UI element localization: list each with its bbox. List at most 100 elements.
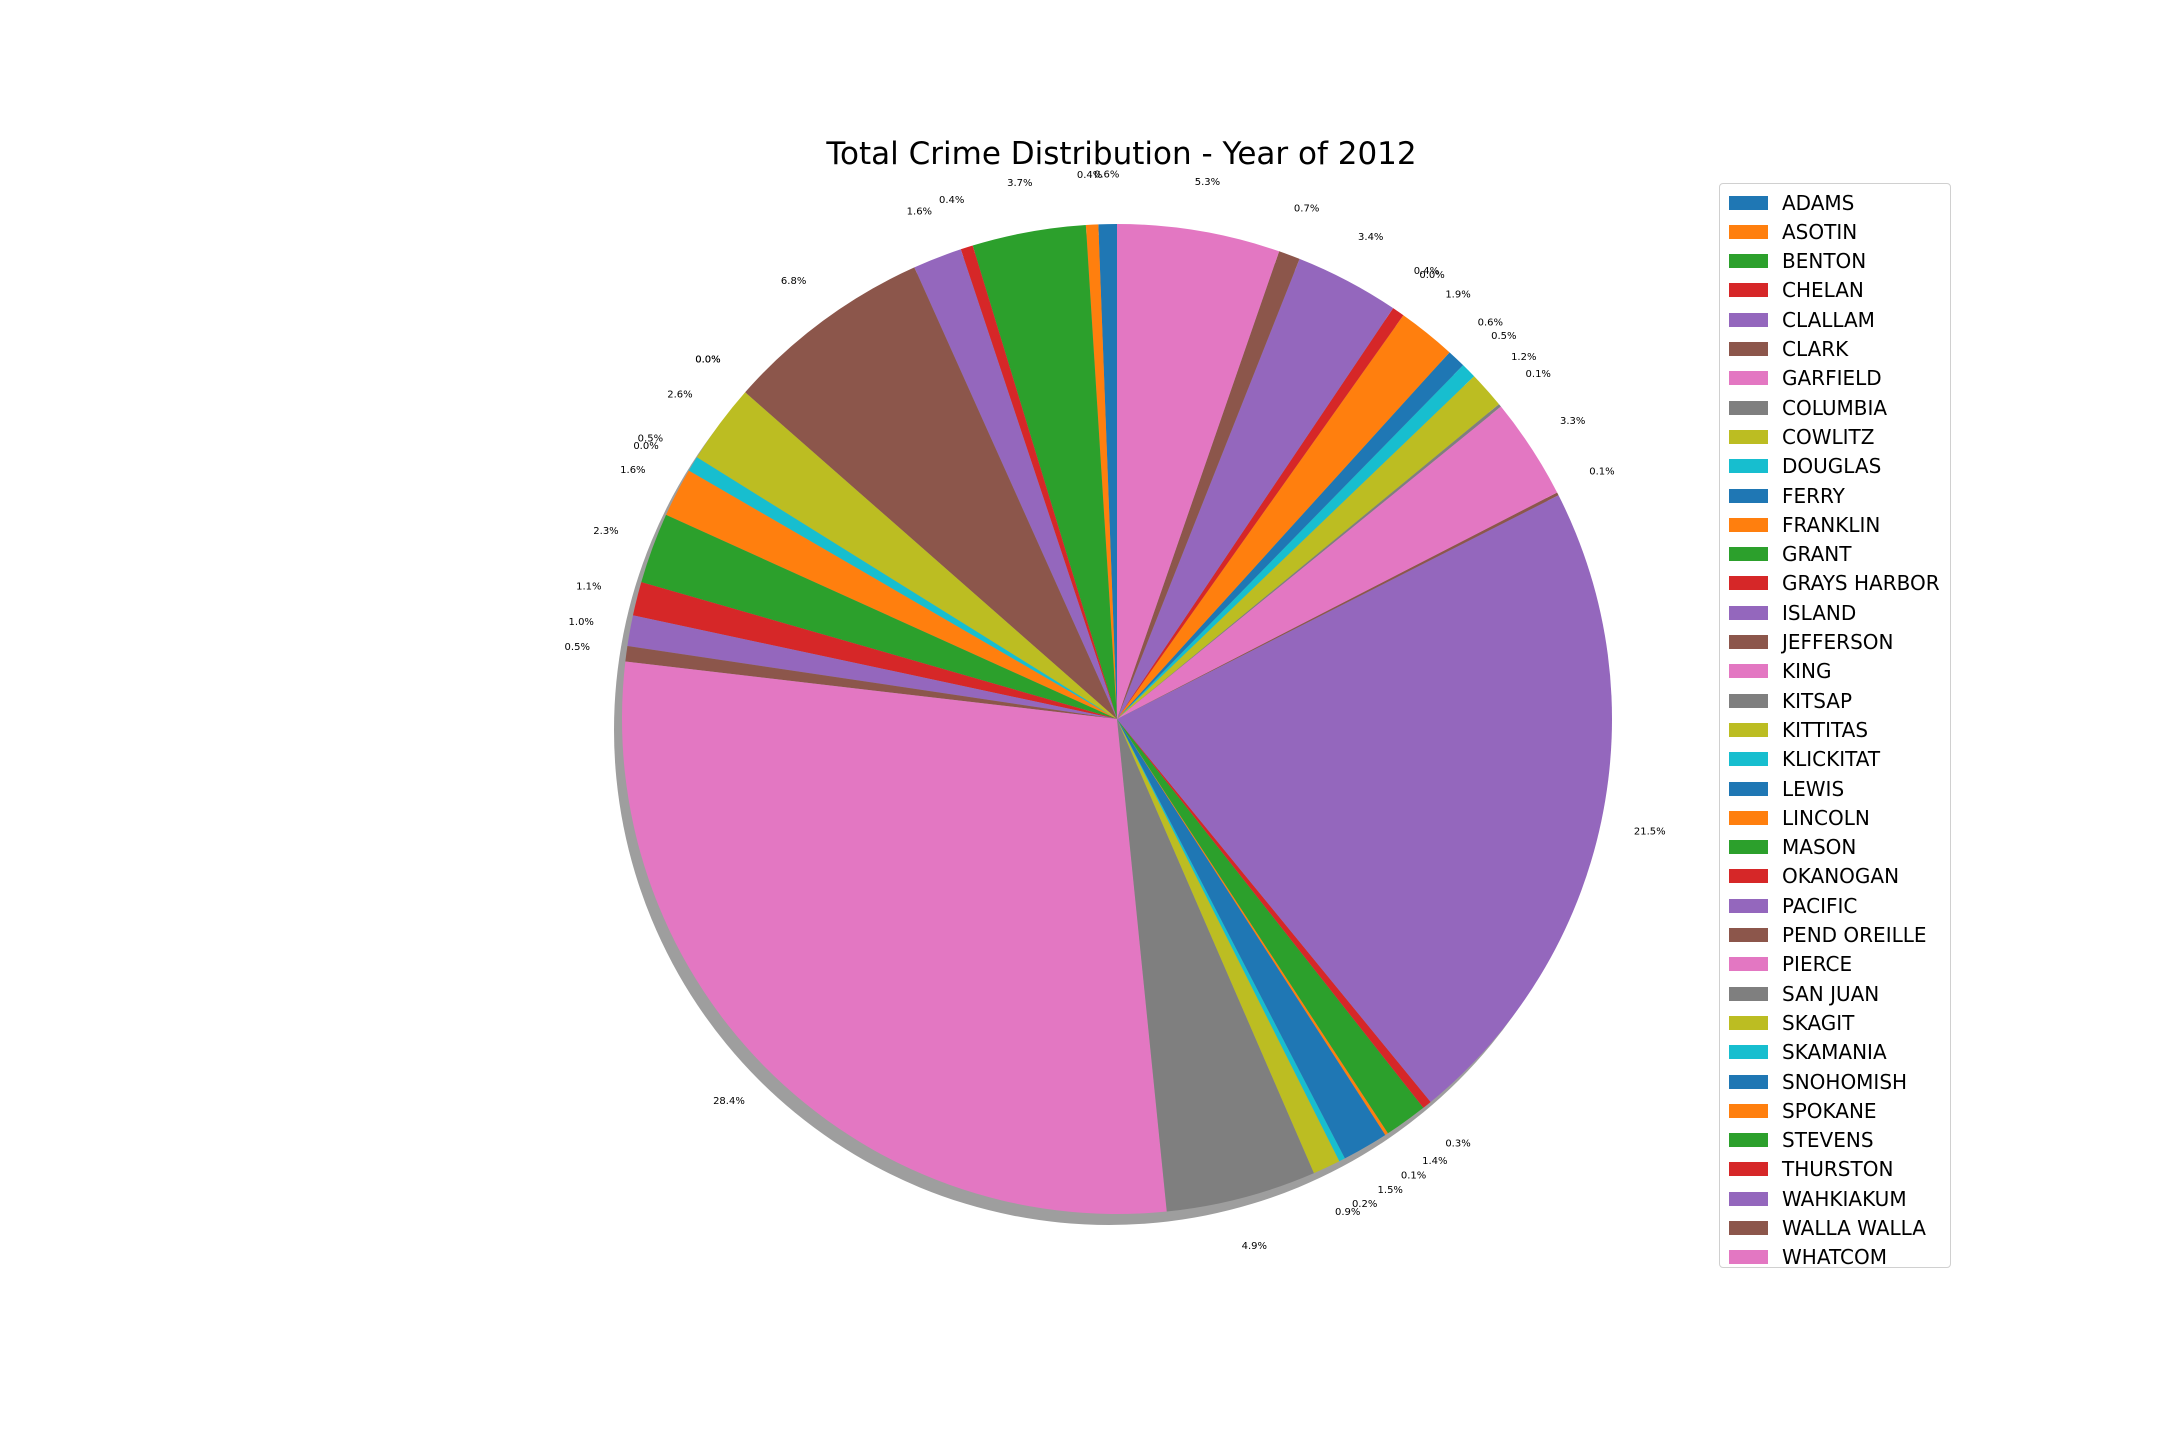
legend-swatch [1729, 928, 1768, 942]
legend-label: GARFIELD [1782, 366, 1882, 391]
legend-item: GARFIELD [1720, 364, 1950, 393]
pie-percent-label: 0.4% [1414, 266, 1439, 277]
pie-slice-san-juan [1117, 404, 1501, 719]
legend-item: CHELAN [1720, 276, 1950, 305]
legend-label: THURSTON [1782, 1157, 1894, 1182]
pie-percent-label: 0.4% [939, 195, 964, 206]
legend-label: COLUMBIA [1782, 395, 1888, 420]
pie-percent-label: 1.6% [620, 465, 645, 476]
pie-percent-label: 3.4% [1358, 232, 1383, 243]
pie-slice-pend-oreille [1117, 492, 1559, 719]
legend-swatch [1729, 1074, 1768, 1089]
legend-item: CLARK [1720, 335, 1950, 364]
chart-title: Total Crime Distribution - Year of 2012 [826, 136, 1417, 172]
legend-label: ADAMS [1782, 190, 1855, 215]
legend-item: SNOHOMISH [1720, 1067, 1950, 1096]
pie-percent-label: 0.6% [1094, 170, 1119, 181]
pie-percent-label: 0.7% [1294, 204, 1319, 215]
pie-percent-label: 0.0% [695, 355, 720, 366]
pie-percent-label: 0.0% [1419, 270, 1444, 281]
legend-swatch [1729, 576, 1768, 591]
legend-swatch [1729, 693, 1768, 708]
legend-item: WAHKIAKUM [1720, 1184, 1950, 1213]
legend-swatch [1729, 195, 1768, 210]
pie-slice-thurston [1117, 308, 1404, 719]
legend-swatch [1729, 957, 1768, 972]
pie-slice-douglas [688, 457, 1117, 719]
legend-label: WALLA WALLA [1782, 1216, 1926, 1240]
pie-slice-pierce [1117, 406, 1558, 719]
legend-swatch [1729, 1103, 1768, 1118]
legend-label: LEWIS [1782, 776, 1845, 801]
pie-slice-wahkiakum [1117, 258, 1394, 719]
pie-percent-label: 6.8% [781, 276, 806, 287]
legend-label: STEVENS [1782, 1128, 1874, 1153]
pie-percent-label: 0.9% [1335, 1207, 1360, 1218]
legend-item: COWLITZ [1720, 422, 1950, 451]
legend-item: PIERCE [1720, 950, 1950, 979]
legend-item: BENTON [1720, 247, 1950, 276]
pie-slice-mason [1117, 719, 1424, 1134]
legend-label: CLALLAM [1782, 307, 1875, 332]
legend-item: OKANOGAN [1720, 862, 1950, 891]
legend-label: FRANKLIN [1782, 512, 1881, 537]
legend-item: PEND OREILLE [1720, 921, 1950, 950]
pie-slice-clallam [914, 249, 1117, 719]
legend-swatch [1729, 605, 1768, 620]
legend-label: SKAGIT [1782, 1010, 1855, 1035]
pie-slice-lincoln [1117, 719, 1388, 1135]
pie-percent-label: 1.0% [569, 617, 594, 628]
legend-item: GRANT [1720, 540, 1950, 569]
legend-label: COWLITZ [1782, 424, 1875, 449]
legend-swatch [1729, 986, 1768, 1001]
pie-slice-whatcom [1117, 224, 1280, 719]
pie-slice-lewis [1117, 719, 1386, 1159]
pie-slice-kitsap [1117, 719, 1314, 1212]
legend-label: KING [1782, 659, 1832, 684]
legend-label: ASOTIN [1782, 219, 1858, 244]
pie-percent-label: 1.1% [576, 582, 601, 593]
legend-label: PEND OREILLE [1782, 923, 1927, 947]
legend-item: KING [1720, 657, 1950, 686]
pie-percent-label: 1.9% [1445, 290, 1470, 301]
pie-slice-grant [641, 514, 1117, 719]
pie-slice-klickitat [1117, 719, 1345, 1162]
legend-swatch [1729, 664, 1768, 679]
legend-swatch [1729, 840, 1768, 855]
pie-percent-label: 2.3% [593, 526, 618, 537]
legend-item: ADAMS [1720, 188, 1950, 217]
legend-item: KITTITAS [1720, 715, 1950, 744]
legend-swatch [1729, 371, 1768, 386]
pie-slice-jefferson [625, 646, 1117, 719]
legend-item: LINCOLN [1720, 803, 1950, 832]
legend-label: GRANT [1782, 542, 1852, 567]
legend-swatch [1729, 898, 1768, 913]
legend-item: THURSTON [1720, 1155, 1950, 1184]
legend-item: CLALLAM [1720, 305, 1950, 334]
legend-label: PACIFIC [1782, 893, 1858, 918]
legend-swatch [1729, 1015, 1768, 1030]
legend-item: PACIFIC [1720, 891, 1950, 920]
legend-label: WHATCOM [1782, 1245, 1887, 1270]
legend-label: SAN JUAN [1782, 981, 1880, 1006]
pie-percent-label: 28.4% [713, 1096, 745, 1107]
pie-slice-skagit [1117, 376, 1499, 719]
pie-percent-label: 21.5% [1634, 826, 1666, 837]
legend-swatch [1729, 254, 1768, 269]
pie-slice-benton [972, 224, 1117, 719]
legend-label: WAHKIAKUM [1782, 1186, 1907, 1211]
legend-label: SNOHOMISH [1782, 1069, 1908, 1094]
pie-percent-label: 0.0% [695, 355, 720, 366]
pie-percent-label: 0.3% [1445, 1138, 1470, 1149]
pie-slice-clark [745, 267, 1117, 719]
legend-item: WHATCOM [1720, 1243, 1950, 1272]
pie-percent-label: 2.6% [667, 389, 692, 400]
legend-swatch [1729, 1250, 1768, 1265]
pie-percent-label: 1.5% [1378, 1185, 1403, 1196]
legend-swatch [1729, 722, 1768, 737]
pie-percent-label: 0.4% [1077, 170, 1102, 181]
legend-swatch [1729, 459, 1768, 474]
pie-percent-label: 0.1% [1589, 466, 1614, 477]
legend-item: SAN JUAN [1720, 979, 1950, 1008]
